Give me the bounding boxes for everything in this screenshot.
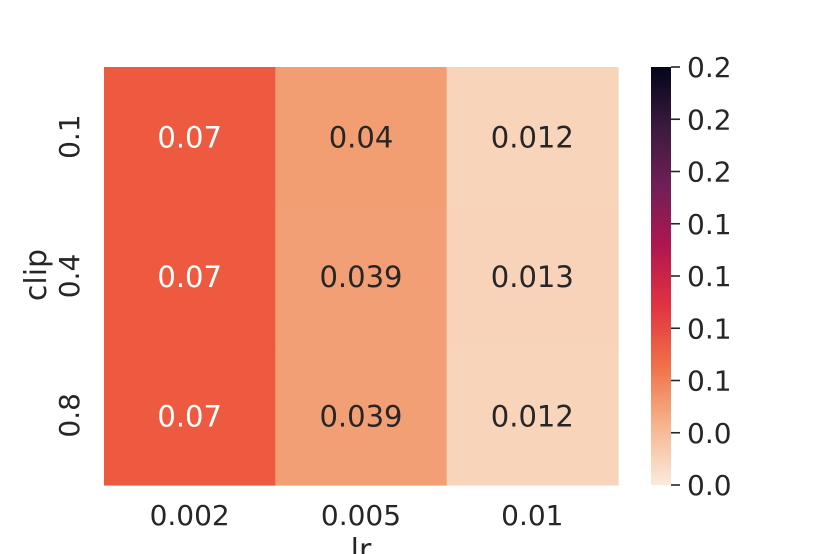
colorbar-tick-label: 0.2 [687,156,732,189]
colorbar-ticks: 0.2 0.2 0.2 0.1 0.1 0.1 0.1 0.0 0.0 [671,51,732,502]
colorbar [651,67,671,485]
colorbar-tick-label: 0.1 [687,365,732,398]
cell-label: 0.012 [491,121,574,155]
colorbar-tick-label: 0.0 [687,469,732,502]
cell-label: 0.07 [157,121,222,155]
cell-label: 0.039 [319,399,402,433]
y-axis-label: clip [19,249,54,301]
heatmap-cell [275,67,448,207]
colorbar-tick-label: 0.0 [687,417,732,450]
heatmap-cell [446,67,619,207]
cell-annotations: 0.07 0.04 0.012 0.07 0.039 0.013 0.07 0.039 0.01… [157,121,573,434]
y-tick-label: 0.8 [53,393,86,438]
heatmap-cells [104,67,619,486]
heatmap-cell [446,345,619,486]
x-tick-label: 0.005 [321,499,401,532]
cell-label: 0.012 [491,399,574,433]
colorbar-tick-label: 0.1 [687,208,732,241]
y-tick-labels: 0.1 0.4 0.8 [53,114,86,437]
y-tick-label: 0.4 [53,254,86,299]
colorbar-tick-label: 0.1 [687,260,732,293]
colorbar-tick-label: 0.1 [687,312,732,345]
colorbar-tick-label: 0.2 [687,103,732,136]
cell-label: 0.04 [329,121,394,155]
cell-label: 0.07 [157,260,222,294]
heatmap-cell [104,206,276,347]
cell-label: 0.07 [157,399,222,433]
colorbar-tick-label: 0.2 [687,51,732,84]
heatmap-cell [275,206,448,347]
cell-label: 0.039 [319,260,402,294]
y-tick-label: 0.1 [53,114,86,159]
cell-label: 0.013 [491,260,574,294]
x-tick-label: 0.002 [150,499,230,532]
heatmap-cell [104,67,276,207]
x-axis-label: lr [351,533,372,554]
heatmap-cell [104,345,276,486]
x-tick-labels: 0.002 0.005 0.01 [150,499,564,532]
heatmap-cell [446,206,619,347]
heatmap-cell [275,345,448,486]
x-tick-label: 0.01 [501,499,563,532]
